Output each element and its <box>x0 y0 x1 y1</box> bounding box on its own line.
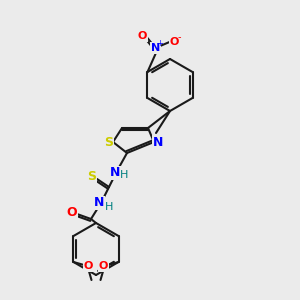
Text: S: S <box>88 169 97 182</box>
Text: N: N <box>153 136 163 148</box>
Text: O: O <box>84 261 93 271</box>
Text: S: S <box>104 136 113 148</box>
Text: O: O <box>170 37 179 47</box>
Text: O: O <box>67 206 77 218</box>
Text: -: - <box>178 32 181 42</box>
Text: O: O <box>99 261 108 271</box>
Text: H: H <box>105 202 113 212</box>
Text: H: H <box>120 170 128 180</box>
Text: N: N <box>110 167 120 179</box>
Text: O: O <box>138 31 147 41</box>
Text: N: N <box>94 196 104 209</box>
Text: N: N <box>151 43 160 53</box>
Text: +: + <box>156 38 163 47</box>
